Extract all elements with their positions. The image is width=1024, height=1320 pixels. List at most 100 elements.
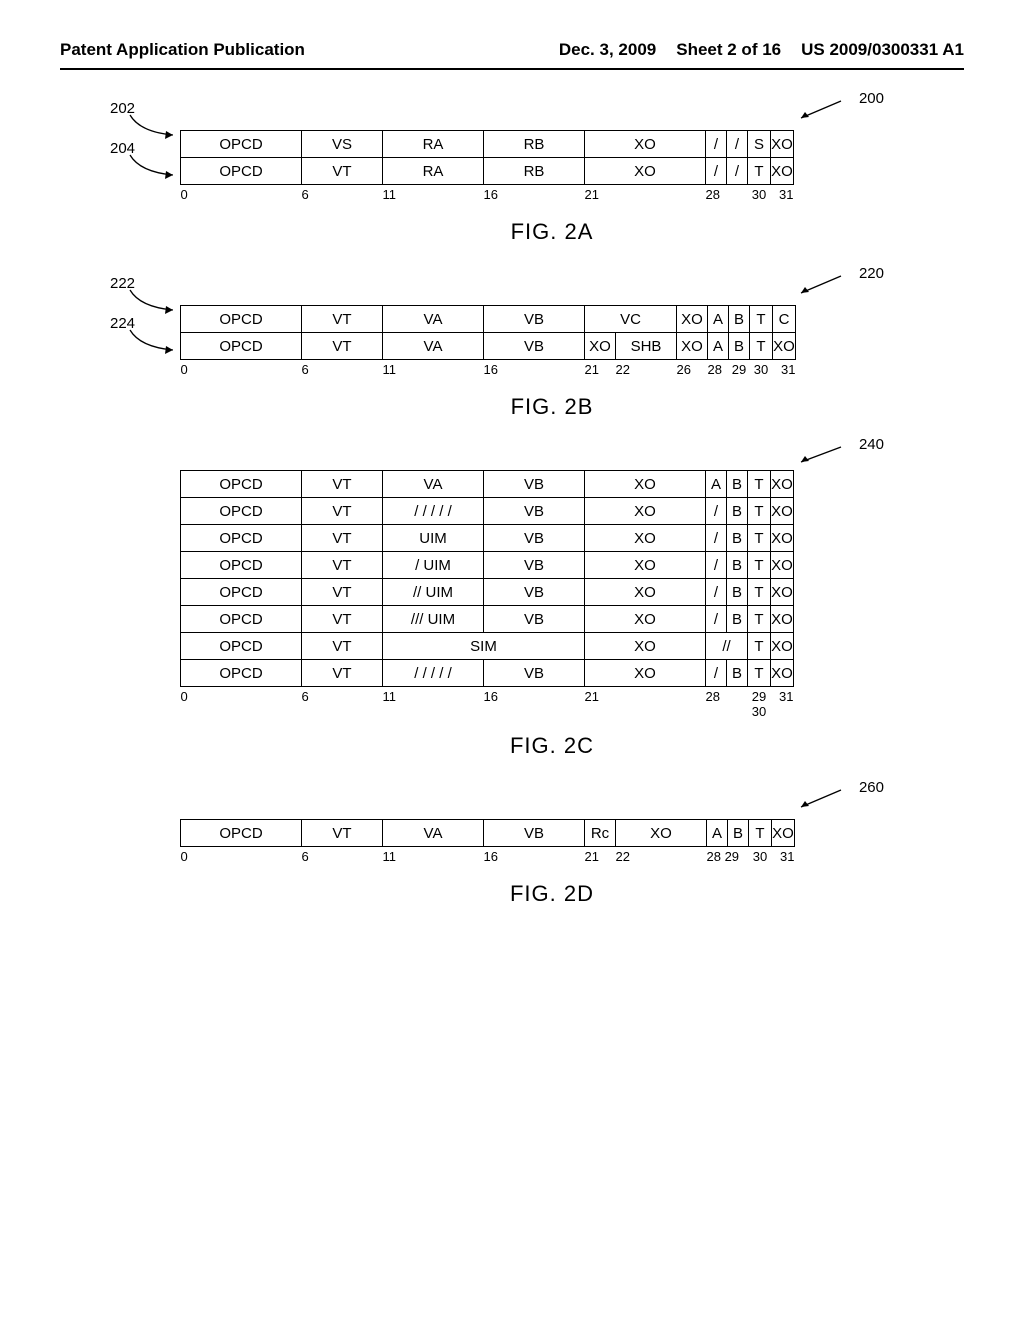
fig-label-2b: FIG. 2B	[180, 394, 924, 420]
cell: XO	[771, 660, 794, 687]
figure-2b: 220 222 224 OPCD VT VA VB VC XO A B	[180, 305, 924, 420]
fig-label-2d: FIG. 2D	[180, 881, 924, 907]
cell: XO	[771, 471, 794, 498]
cell: B	[727, 525, 748, 552]
ref-260: 260	[859, 779, 884, 796]
bit-row: 0 6 11 16 21 22 28 29 30 31	[181, 847, 795, 868]
cell: XO	[585, 498, 706, 525]
cell: XO	[585, 158, 706, 185]
bit: 11	[383, 847, 484, 868]
cell: VT	[302, 579, 383, 606]
cell: B	[727, 606, 748, 633]
cell: VT	[302, 471, 383, 498]
cell: / / / / /	[383, 660, 484, 687]
cell: /	[727, 158, 748, 185]
cell: VA	[383, 306, 484, 333]
cell: // UIM	[383, 579, 484, 606]
bit: 28 29	[707, 847, 749, 868]
cell: RB	[484, 158, 585, 185]
cell: B	[727, 471, 748, 498]
bit-row: 0 6 11 16 21 28 29 30 31	[181, 687, 794, 720]
arrow-260	[786, 785, 846, 815]
bit: 21	[585, 687, 706, 720]
cell: VB	[484, 660, 585, 687]
cell: XO	[585, 660, 706, 687]
bit: 22	[616, 360, 677, 381]
bit: 0	[181, 847, 302, 868]
cell: VA	[383, 471, 484, 498]
bit: 16	[484, 360, 585, 381]
cell: T	[748, 606, 771, 633]
cell: C	[773, 306, 796, 333]
cell: RB	[484, 131, 585, 158]
cell: XO	[585, 131, 706, 158]
cell: VB	[484, 606, 585, 633]
ref-220: 220	[859, 265, 884, 282]
bit: 31	[773, 360, 796, 381]
header-left: Patent Application Publication	[60, 40, 305, 60]
bit: 29 30	[748, 687, 771, 720]
bit: 11	[383, 185, 484, 206]
cell: OPCD	[181, 306, 302, 333]
cell: A	[706, 471, 727, 498]
cell: VB	[484, 333, 585, 360]
cell: VT	[302, 498, 383, 525]
bit: 0	[181, 687, 302, 720]
table-row: OPCD VT RA RB XO / / T XO	[181, 158, 794, 185]
cell: Rc	[585, 820, 616, 847]
cell: OPCD	[181, 525, 302, 552]
cell: XO	[616, 820, 707, 847]
page: Patent Application Publication Dec. 3, 2…	[0, 0, 1024, 1320]
cell: VC	[585, 306, 677, 333]
bit: 6	[302, 687, 383, 720]
bit: 30	[748, 185, 771, 206]
cell: /	[706, 525, 727, 552]
table-row: OPCDVT/ UIMVBXO/BTXO	[181, 552, 794, 579]
figure-2c: 240 OPCDVTVAVBXOABTXOOPCDVT/ / / / /VBXO…	[180, 470, 924, 759]
cell: XO	[677, 333, 708, 360]
bit: 11	[383, 360, 484, 381]
cell: VB	[484, 306, 585, 333]
table-row: OPCDVT/ / / / /VBXO/BTXO	[181, 660, 794, 687]
cell: T	[749, 820, 772, 847]
cell: XO	[771, 131, 794, 158]
cell: VA	[383, 820, 484, 847]
cell: /	[706, 498, 727, 525]
cell: OPCD	[181, 498, 302, 525]
bit: 29	[729, 360, 750, 381]
cell: XO	[772, 820, 795, 847]
table-row: OPCD VT VA VB VC XO A B T C	[181, 306, 796, 333]
cell: / / / / /	[383, 498, 484, 525]
arrow-202	[125, 112, 180, 142]
cell: XO	[585, 471, 706, 498]
cell: T	[750, 306, 773, 333]
cell: XO	[771, 158, 794, 185]
arrow-220	[786, 271, 846, 301]
cell: OPCD	[181, 606, 302, 633]
bit: 28	[706, 687, 748, 720]
cell: VT	[302, 306, 383, 333]
cell: B	[727, 498, 748, 525]
ref-240: 240	[859, 436, 884, 453]
cell: OPCD	[181, 131, 302, 158]
bit: 21	[585, 185, 706, 206]
cell: /	[706, 660, 727, 687]
cell: VB	[484, 579, 585, 606]
bit: 11	[383, 687, 484, 720]
table-2d: OPCD VT VA VB Rc XO A B T XO 0 6 11 16 2…	[180, 819, 795, 867]
cell: T	[748, 633, 771, 660]
cell: XO	[771, 498, 794, 525]
cell: XO	[677, 306, 708, 333]
cell: XO	[771, 525, 794, 552]
bit: 16	[484, 185, 585, 206]
cell: /	[706, 606, 727, 633]
table-row: OPCDVT/ / / / /VBXO/BTXO	[181, 498, 794, 525]
figure-2a: 200 202 204 OPCD VS RA RB XO / / S	[180, 130, 924, 245]
cell: VA	[383, 333, 484, 360]
bit: 0	[181, 185, 302, 206]
table-row: OPCDVT/// UIMVBXO/BTXO	[181, 606, 794, 633]
cell: //	[706, 633, 748, 660]
cell: OPCD	[181, 820, 302, 847]
cell: XO	[585, 633, 706, 660]
cell: OPCD	[181, 333, 302, 360]
